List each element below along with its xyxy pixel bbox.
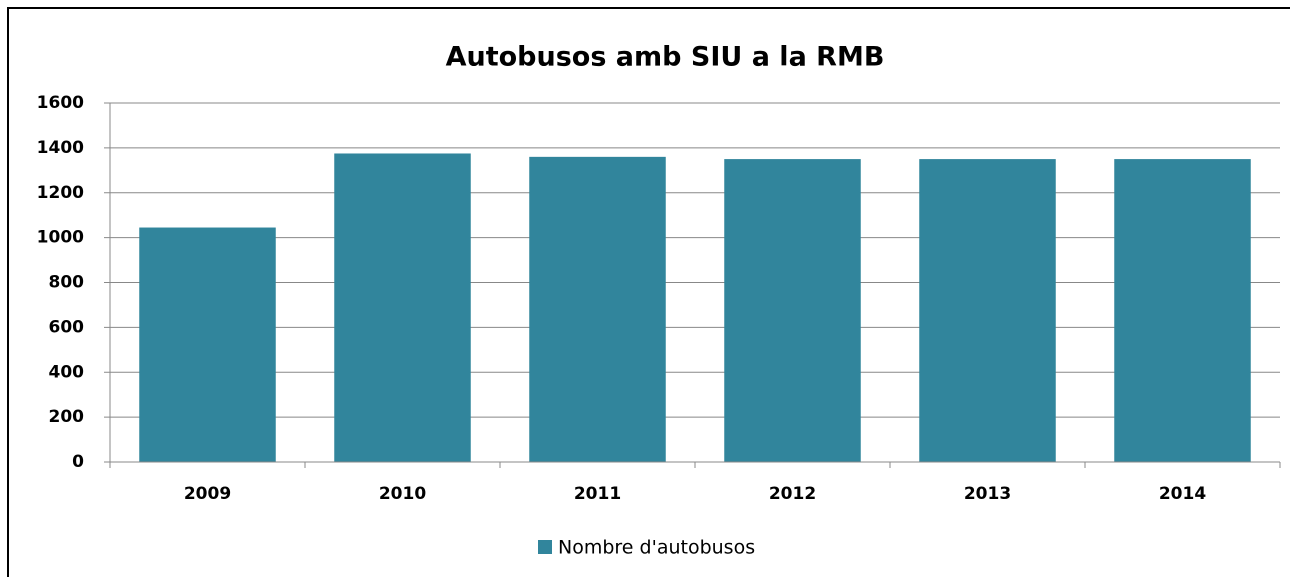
x-tick-label: 2009 [184, 484, 231, 504]
y-tick-label: 800 [49, 273, 85, 293]
y-tick-label: 600 [49, 317, 85, 337]
bar [529, 156, 666, 462]
y-tick-label: 1600 [37, 93, 84, 113]
bar [1114, 159, 1251, 462]
bar [724, 159, 861, 462]
y-tick-label: 0 [72, 452, 84, 472]
x-tick-label: 2011 [574, 484, 621, 504]
chart-frame [7, 7, 1290, 577]
chart-title: Autobusos amb SIU a la RMB [446, 42, 885, 73]
bar [139, 227, 276, 462]
y-tick-label: 1200 [37, 183, 84, 203]
y-tick-label: 1400 [37, 138, 84, 158]
bar [334, 153, 471, 462]
x-tick-label: 2012 [769, 484, 816, 504]
y-tick-label: 200 [49, 407, 85, 427]
y-tick-label: 1000 [37, 228, 84, 248]
bar [919, 159, 1056, 462]
legend-label: Nombre d'autobusos [558, 537, 755, 559]
x-tick-label: 2014 [1159, 484, 1206, 504]
x-tick-label: 2013 [964, 484, 1011, 504]
y-tick-label: 400 [49, 362, 85, 382]
x-tick-label: 2010 [379, 484, 426, 504]
legend-swatch [538, 540, 552, 554]
